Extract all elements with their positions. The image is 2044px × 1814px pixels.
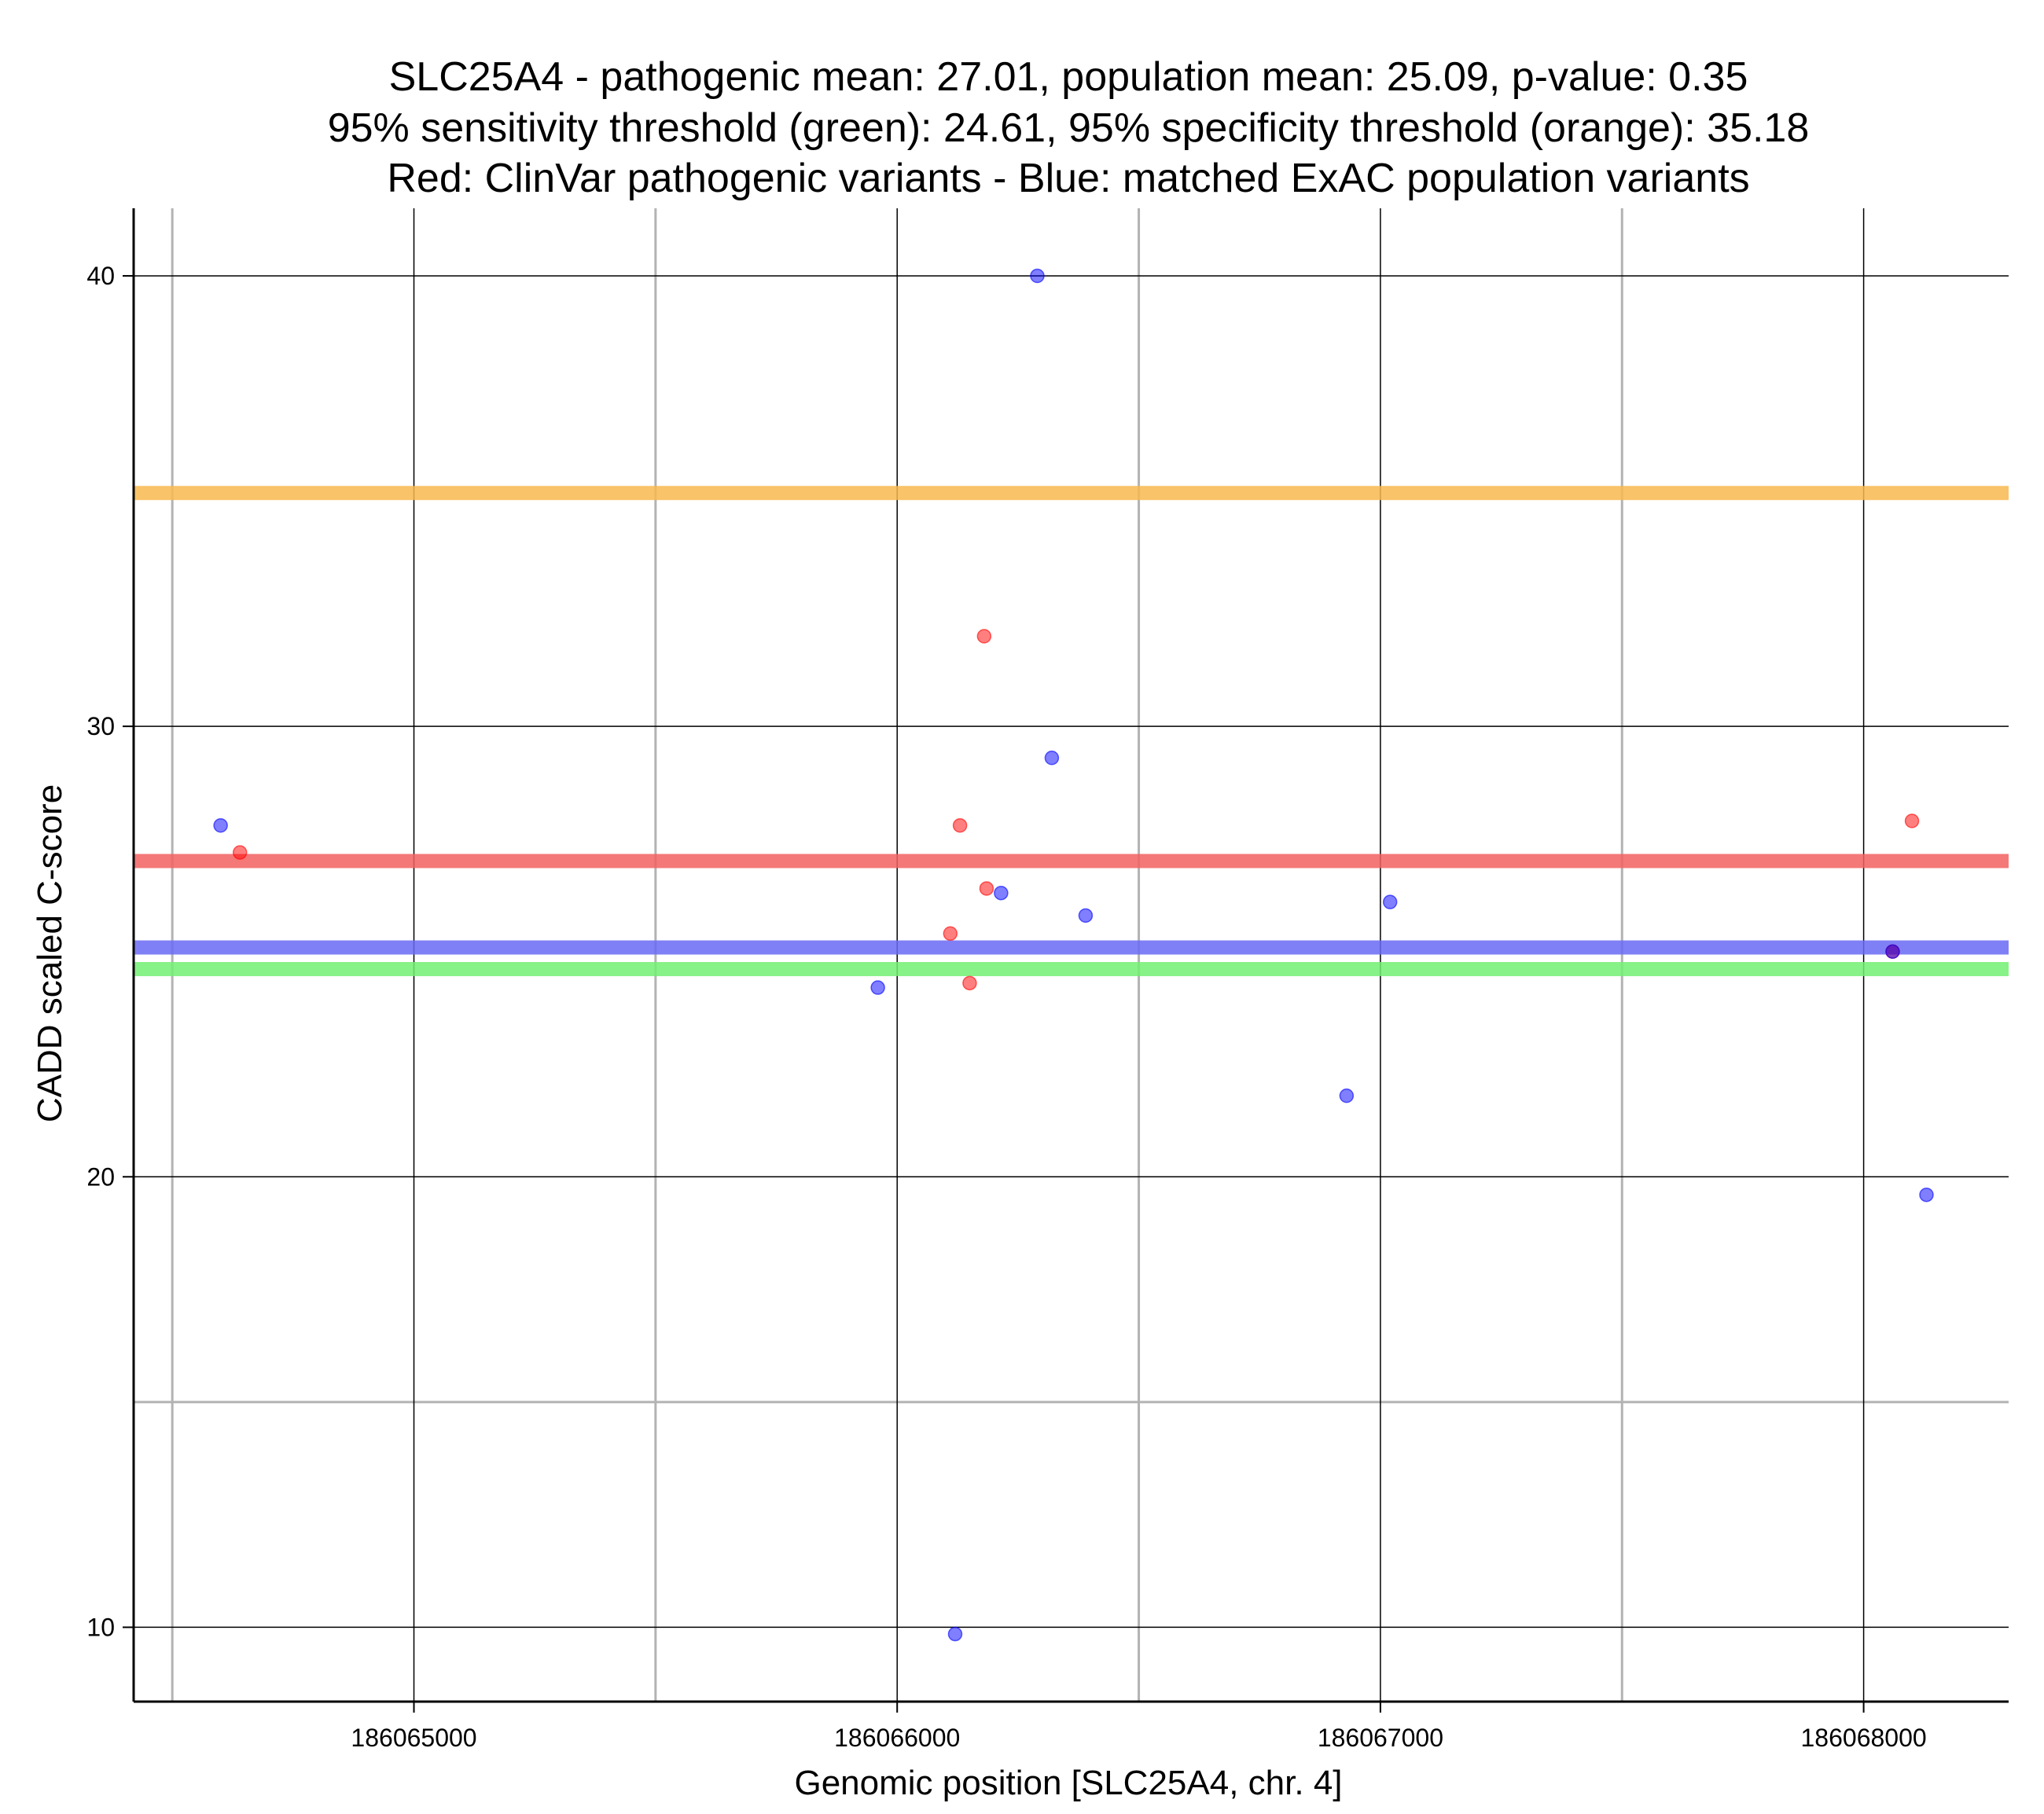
y-tick-label-0: 10 — [86, 1613, 115, 1641]
y-axis-title: CADD scaled C-score — [31, 784, 69, 1122]
y-tick-label-2: 30 — [86, 712, 115, 740]
point-s1-8 — [1382, 894, 1398, 909]
x-tick-label-1: 186066000 — [834, 1724, 960, 1752]
point-s1-6 — [1078, 908, 1094, 924]
point-s0-2 — [952, 817, 968, 833]
point-s0-0 — [232, 845, 248, 860]
point-s1-3 — [994, 885, 1009, 901]
title-line-2: 95% sensitivity threshold (green): 24.61… — [328, 105, 1810, 151]
point-s0-5 — [979, 881, 994, 896]
point-s1-1 — [870, 980, 885, 995]
y-tick-label-3: 40 — [86, 262, 115, 290]
chart-title: SLC25A4 - pathogenic mean: 27.01, popula… — [328, 54, 1810, 201]
point-s1-9 — [1885, 944, 1900, 959]
point-s1-5 — [1044, 750, 1060, 766]
title-line-3: Red: ClinVar pathogenic variants - Blue:… — [387, 156, 1749, 201]
point-s0-4 — [976, 629, 992, 644]
data-points — [213, 268, 1934, 1642]
x-tick-label-2: 186067000 — [1318, 1724, 1443, 1752]
x-tick-label-0: 186065000 — [351, 1724, 476, 1752]
point-s1-7 — [1339, 1088, 1355, 1103]
grid-lines — [134, 208, 2009, 1702]
x-axis-title: Genomic position [SLC25A4, chr. 4] — [794, 1764, 1342, 1802]
title-line-1: SLC25A4 - pathogenic mean: 27.01, popula… — [389, 54, 1748, 100]
point-s1-0 — [213, 817, 228, 833]
point-s0-1 — [943, 926, 958, 942]
point-s1-2 — [947, 1626, 963, 1642]
axes — [123, 208, 2009, 1713]
y-tick-label-1: 20 — [86, 1162, 115, 1191]
threshold-lines — [134, 486, 2009, 977]
point-s0-7 — [1904, 813, 1920, 828]
tick-labels: 186065000 186066000 186067000 186068000 10 20… — [86, 262, 1926, 1752]
point-s0-3 — [962, 975, 977, 991]
point-s1-4 — [1030, 268, 1045, 284]
point-s1-10 — [1919, 1187, 1934, 1203]
x-tick-label-3: 186068000 — [1801, 1724, 1927, 1752]
